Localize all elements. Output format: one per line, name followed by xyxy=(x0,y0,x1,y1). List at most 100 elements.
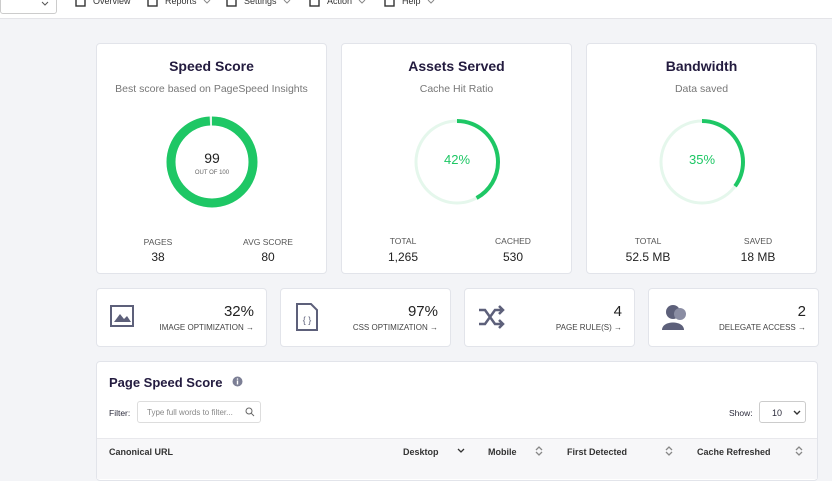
nav-label: Help xyxy=(402,0,421,6)
tile[interactable]: 2 DELEGATE ACCESS → xyxy=(648,288,819,347)
nav-label: Settings xyxy=(244,0,277,6)
sort-icon[interactable] xyxy=(457,446,465,456)
tile[interactable]: 32% IMAGE OPTIMIZATION → xyxy=(96,288,267,347)
tile-icon: { } xyxy=(296,303,318,331)
sort-icon[interactable] xyxy=(795,446,803,456)
nav-item[interactable]: Reports xyxy=(147,0,222,10)
card-subtitle: Best score based on PageSpeed Insights xyxy=(115,83,308,95)
chevron xyxy=(283,0,291,4)
gauge-arc xyxy=(414,119,500,205)
chevron xyxy=(793,410,801,415)
nav-icon xyxy=(226,0,237,7)
site-select[interactable] xyxy=(0,0,57,14)
stat-label: PAGES xyxy=(143,237,173,247)
gauge-label: 99 xyxy=(204,150,220,166)
icon-shape xyxy=(147,0,158,7)
gauge xyxy=(166,116,258,208)
card-title: Bandwidth xyxy=(665,58,738,74)
column-header[interactable]: Cache Refreshed xyxy=(697,447,771,457)
tile-value: 97% xyxy=(407,303,438,320)
card-title: Assets Served xyxy=(408,58,505,74)
info-icon[interactable] xyxy=(232,376,243,387)
icon xyxy=(674,308,686,320)
nav-item[interactable]: Help xyxy=(384,0,459,10)
tile-link[interactable]: IMAGE OPTIMIZATION → xyxy=(159,323,254,332)
table-header xyxy=(97,438,817,479)
column-header[interactable]: Desktop xyxy=(403,447,439,457)
stat-value: 38 xyxy=(151,250,165,264)
gauge xyxy=(659,119,745,205)
nav-icon xyxy=(147,0,158,7)
stat-label: TOTAL xyxy=(634,236,662,246)
gauge-arc xyxy=(166,116,258,208)
stat-value: 52.5 MB xyxy=(625,250,671,264)
tile[interactable]: { } 97% CSS OPTIMIZATION → xyxy=(280,288,451,347)
tile[interactable]: 4 PAGE RULE(S) → xyxy=(464,288,635,347)
column-header[interactable]: Canonical URL xyxy=(109,447,174,457)
filter-input[interactable]: Type full words to filter... xyxy=(137,401,261,423)
stat-card: Assets Served Cache Hit Ratio 42% TOTAL 1,26… xyxy=(341,43,572,274)
tile-link[interactable]: DELEGATE ACCESS → xyxy=(719,323,806,332)
icon xyxy=(296,303,318,331)
sort-path xyxy=(457,448,465,453)
card-title: Speed Score xyxy=(169,58,254,74)
nav-icon xyxy=(309,0,320,7)
card-subtitle: Data saved xyxy=(674,83,729,95)
show-value: 10 xyxy=(772,408,783,418)
nav-label: Overview xyxy=(93,0,131,6)
stat-value: 80 xyxy=(261,250,275,264)
page-speed-panel: Page Speed Score Filter: Type full words… xyxy=(96,361,818,481)
tile-link[interactable]: PAGE RULE(S) → xyxy=(555,323,622,332)
nav-item[interactable]: Settings xyxy=(226,0,301,10)
icon-shape xyxy=(226,0,237,7)
icon xyxy=(479,305,505,329)
nav-item[interactable]: Action xyxy=(309,0,384,10)
column-header[interactable]: First Detected xyxy=(567,447,628,457)
card-subtitle: Cache Hit Ratio xyxy=(419,83,494,95)
tile-link[interactable]: CSS OPTIMIZATION → xyxy=(352,323,438,332)
nav-icon xyxy=(75,0,86,7)
gauge-label: 42% xyxy=(443,152,471,167)
tile-value: 32% xyxy=(223,303,254,320)
sort-path xyxy=(795,446,803,456)
search-icon xyxy=(245,407,255,417)
icon-shape xyxy=(309,0,320,7)
icon: { } xyxy=(303,315,312,325)
icon-shape xyxy=(75,0,86,7)
sort-icon[interactable] xyxy=(535,446,543,456)
sort-path xyxy=(535,446,543,456)
stat-label: AVG SCORE xyxy=(243,237,293,247)
stat-value: 18 MB xyxy=(740,250,776,264)
stat-card: Bandwidth Data saved 35% TOTAL 52.5 MB SAVED 1… xyxy=(586,43,817,274)
stat-value: 1,265 xyxy=(387,250,419,264)
chevron-path xyxy=(203,0,211,4)
stat-label: SAVED xyxy=(743,236,773,246)
filter-placeholder: Type full words to filter... xyxy=(147,408,233,417)
stat-card: Speed Score Best score based on PageSpeed… xyxy=(96,43,327,274)
column-header[interactable]: Mobile xyxy=(488,447,517,457)
tile-icon xyxy=(662,305,686,330)
show-select[interactable]: 10 xyxy=(759,401,806,423)
gauge-arc xyxy=(659,119,745,205)
show-label: Show: xyxy=(729,408,753,418)
icon xyxy=(662,322,684,330)
nav-item[interactable]: Overview xyxy=(75,0,150,10)
nav-label: Action xyxy=(327,0,353,6)
chevron xyxy=(358,0,366,4)
chevron-path xyxy=(358,0,366,4)
nav-label: Reports xyxy=(165,0,197,6)
gauge xyxy=(414,119,500,205)
sort-icon[interactable] xyxy=(665,446,673,456)
sort-path xyxy=(665,446,673,456)
filter-label: Filter: xyxy=(109,408,131,418)
icon xyxy=(114,314,131,322)
stat-label: CACHED xyxy=(495,236,531,246)
chevron-path xyxy=(283,0,291,4)
chevron xyxy=(427,0,435,4)
chevron-path xyxy=(427,0,435,4)
tile-value: 2 xyxy=(797,303,806,320)
nav-icon xyxy=(384,0,395,7)
chevron xyxy=(203,0,211,4)
tile-icon xyxy=(479,305,505,329)
